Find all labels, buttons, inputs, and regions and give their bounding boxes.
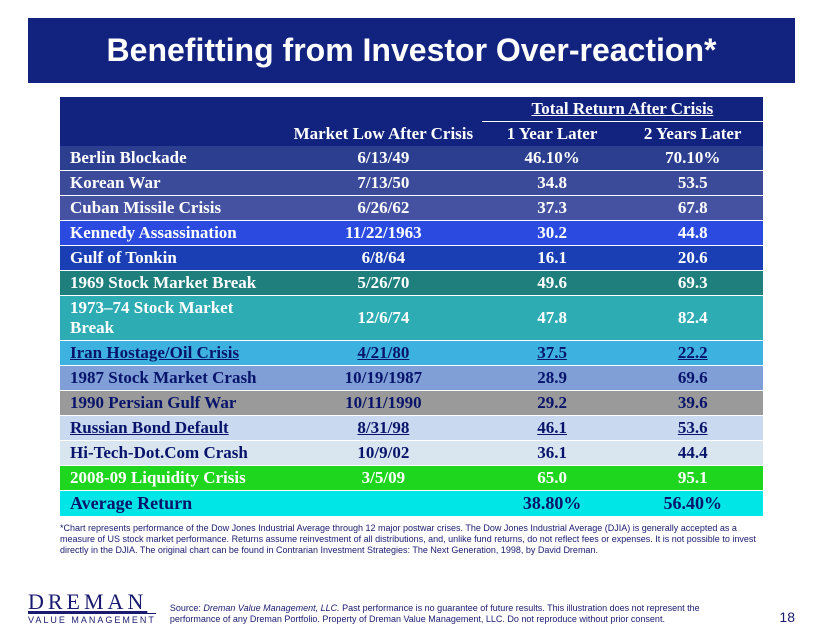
cell-year2: 44.4 xyxy=(622,441,763,466)
footer: DREMAN VALUE MANAGEMENT Source: Dreman V… xyxy=(28,589,795,625)
source-italic: Dreman Value Management, LLC. xyxy=(203,603,339,613)
cell-event: Korean War xyxy=(60,171,285,196)
table-row: 1973–74 Stock Market Break12/6/7447.882.… xyxy=(60,296,763,341)
cell-marketlow: 7/13/50 xyxy=(285,171,482,196)
header-event-blank xyxy=(60,122,285,147)
crisis-table-container: Total Return After Crisis Market Low Aft… xyxy=(60,97,763,517)
cell-event: 1969 Stock Market Break xyxy=(60,271,285,296)
cell-event: Iran Hostage/Oil Crisis xyxy=(60,341,285,366)
logo-name: DREMAN xyxy=(28,589,156,615)
cell-year2: 56.40% xyxy=(622,491,763,517)
cell-event: Average Return xyxy=(60,491,285,517)
cell-event: Hi-Tech-Dot.Com Crash xyxy=(60,441,285,466)
cell-year2: 20.6 xyxy=(622,246,763,271)
footnote: *Chart represents performance of the Dow… xyxy=(60,523,763,555)
crisis-table: Total Return After Crisis Market Low Aft… xyxy=(60,97,763,517)
cell-marketlow: 4/21/80 xyxy=(285,341,482,366)
cell-event: 1987 Stock Market Crash xyxy=(60,366,285,391)
cell-event: Russian Bond Default xyxy=(60,416,285,441)
cell-year1: 37.5 xyxy=(482,341,623,366)
header-marketlow: Market Low After Crisis xyxy=(285,122,482,147)
cell-marketlow: 8/31/98 xyxy=(285,416,482,441)
cell-marketlow: 10/19/1987 xyxy=(285,366,482,391)
table-row: Iran Hostage/Oil Crisis4/21/8037.522.2 xyxy=(60,341,763,366)
header-year2: 2 Years Later xyxy=(622,122,763,147)
cell-marketlow xyxy=(285,491,482,517)
cell-year2: 44.8 xyxy=(622,221,763,246)
table-row: Hi-Tech-Dot.Com Crash10/9/0236.144.4 xyxy=(60,441,763,466)
cell-event: 1990 Persian Gulf War xyxy=(60,391,285,416)
cell-year2: 53.6 xyxy=(622,416,763,441)
table-row: Average Return 38.80%56.40% xyxy=(60,491,763,517)
source-prefix: Source: xyxy=(170,603,204,613)
cell-year1: 46.10% xyxy=(482,146,623,171)
cell-year2: 69.6 xyxy=(622,366,763,391)
cell-year2: 53.5 xyxy=(622,171,763,196)
cell-year1: 29.2 xyxy=(482,391,623,416)
table-row: Korean War7/13/5034.853.5 xyxy=(60,171,763,196)
table-row: 1969 Stock Market Break5/26/7049.669.3 xyxy=(60,271,763,296)
cell-year1: 47.8 xyxy=(482,296,623,341)
page-title: Benefitting from Investor Over-reaction* xyxy=(48,32,775,69)
cell-year1: 37.3 xyxy=(482,196,623,221)
header-marketlow-spacer xyxy=(285,97,482,122)
cell-marketlow: 3/5/09 xyxy=(285,466,482,491)
logo: DREMAN VALUE MANAGEMENT xyxy=(28,589,156,625)
cell-marketlow: 12/6/74 xyxy=(285,296,482,341)
cell-year1: 38.80% xyxy=(482,491,623,517)
cell-year1: 36.1 xyxy=(482,441,623,466)
cell-year1: 65.0 xyxy=(482,466,623,491)
table-row: 2008-09 Liquidity Crisis3/5/0965.095.1 xyxy=(60,466,763,491)
cell-year1: 30.2 xyxy=(482,221,623,246)
table-row: 1990 Persian Gulf War10/11/199029.239.6 xyxy=(60,391,763,416)
cell-marketlow: 10/9/02 xyxy=(285,441,482,466)
logo-sub: VALUE MANAGEMENT xyxy=(28,613,156,625)
cell-event: Cuban Missile Crisis xyxy=(60,196,285,221)
cell-year2: 22.2 xyxy=(622,341,763,366)
header-year1: 1 Year Later xyxy=(482,122,623,147)
cell-year1: 16.1 xyxy=(482,246,623,271)
cell-year1: 46.1 xyxy=(482,416,623,441)
cell-event: 2008-09 Liquidity Crisis xyxy=(60,466,285,491)
cell-year1: 34.8 xyxy=(482,171,623,196)
title-bar: Benefitting from Investor Over-reaction* xyxy=(28,18,795,83)
cell-marketlow: 11/22/1963 xyxy=(285,221,482,246)
cell-event: Gulf of Tonkin xyxy=(60,246,285,271)
cell-year2: 69.3 xyxy=(622,271,763,296)
table-row: Russian Bond Default8/31/9846.153.6 xyxy=(60,416,763,441)
header-event xyxy=(60,97,285,122)
cell-event: Berlin Blockade xyxy=(60,146,285,171)
cell-year1: 49.6 xyxy=(482,271,623,296)
cell-year2: 95.1 xyxy=(622,466,763,491)
cell-year2: 70.10% xyxy=(622,146,763,171)
cell-marketlow: 5/26/70 xyxy=(285,271,482,296)
cell-year1: 28.9 xyxy=(482,366,623,391)
cell-event: 1973–74 Stock Market Break xyxy=(60,296,285,341)
table-row: Gulf of Tonkin6/8/6416.120.6 xyxy=(60,246,763,271)
table-row: Cuban Missile Crisis6/26/6237.367.8 xyxy=(60,196,763,221)
cell-marketlow: 6/13/49 xyxy=(285,146,482,171)
cell-marketlow: 6/26/62 xyxy=(285,196,482,221)
source-text: Source: Dreman Value Management, LLC. Pa… xyxy=(170,603,710,626)
cell-year2: 39.6 xyxy=(622,391,763,416)
cell-year2: 67.8 xyxy=(622,196,763,221)
cell-marketlow: 10/11/1990 xyxy=(285,391,482,416)
header-group: Total Return After Crisis xyxy=(482,97,763,122)
cell-year2: 82.4 xyxy=(622,296,763,341)
table-row: 1987 Stock Market Crash10/19/198728.969.… xyxy=(60,366,763,391)
table-row: Berlin Blockade6/13/4946.10%70.10% xyxy=(60,146,763,171)
cell-event: Kennedy Assassination xyxy=(60,221,285,246)
cell-marketlow: 6/8/64 xyxy=(285,246,482,271)
table-row: Kennedy Assassination11/22/196330.244.8 xyxy=(60,221,763,246)
